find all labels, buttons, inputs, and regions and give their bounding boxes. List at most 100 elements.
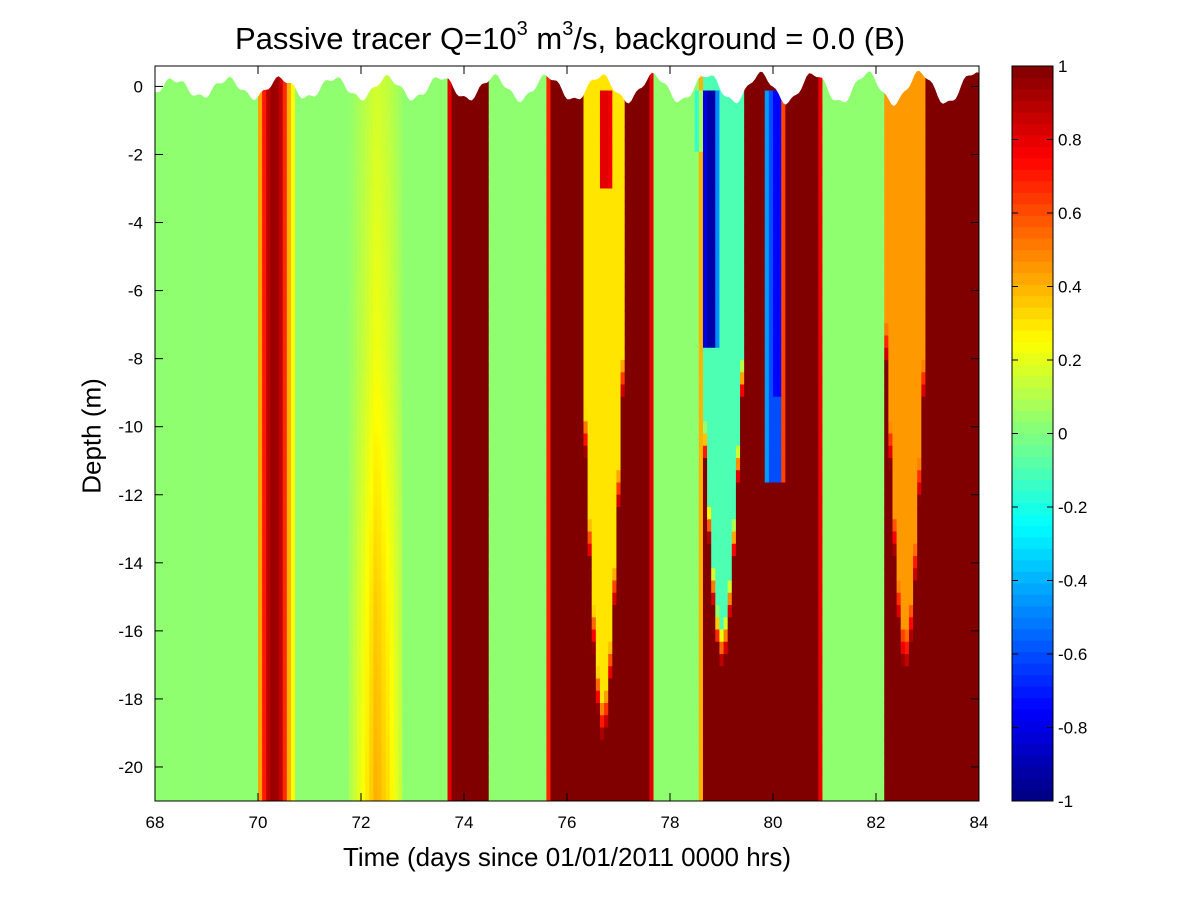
- heatmap-cell: [220, 580, 226, 594]
- heatmap-cell: [262, 139, 267, 153]
- heatmap-cell: [229, 237, 234, 251]
- heatmap-cell: [410, 115, 416, 128]
- heatmap-cell: [233, 396, 238, 410]
- heatmap-cell: [492, 200, 498, 214]
- heatmap-cell: [365, 641, 370, 655]
- heatmap-cell: [464, 666, 469, 680]
- heatmap-cell: [253, 482, 259, 496]
- heatmap-cell: [319, 409, 325, 422]
- heatmap-cell: [393, 90, 399, 104]
- heatmap-cell: [402, 458, 407, 471]
- heatmap-cell: [249, 311, 255, 324]
- heatmap-cell: [484, 176, 490, 190]
- heatmap-cell: [315, 605, 321, 618]
- heatmap-cell: [266, 494, 271, 508]
- heatmap-cell: [229, 249, 234, 263]
- heatmap-cell: [348, 200, 354, 214]
- heatmap-cell: [204, 433, 210, 447]
- heatmap-cell: [290, 396, 296, 410]
- heatmap-cell: [340, 580, 346, 594]
- heatmap-cell: [352, 311, 358, 324]
- heatmap-cell: [398, 556, 403, 569]
- heatmap-cell: [237, 580, 243, 594]
- heatmap-cell: [385, 580, 391, 594]
- heatmap-cell: [464, 592, 469, 606]
- heatmap-cell: [426, 568, 432, 582]
- heatmap-cell: [319, 580, 325, 594]
- heatmap-cell: [270, 543, 276, 557]
- heatmap-cell: [179, 127, 185, 141]
- heatmap-cell: [480, 262, 486, 275]
- heatmap-cell: [406, 396, 412, 410]
- heatmap-cell: [299, 629, 304, 643]
- heatmap-cell: [204, 654, 210, 667]
- heatmap-cell: [426, 703, 432, 716]
- heatmap-cell: [295, 703, 300, 716]
- heatmap-cell: [192, 519, 197, 533]
- heatmap-cell: [229, 347, 234, 361]
- heatmap-cell: [488, 139, 494, 153]
- heatmap-cell: [200, 715, 206, 729]
- heatmap-cell: [381, 139, 387, 153]
- heatmap-cell: [492, 78, 498, 92]
- heatmap-cell: [459, 556, 465, 569]
- heatmap-cell: [216, 90, 222, 104]
- heatmap-cell: [179, 592, 185, 606]
- heatmap-cell: [476, 580, 482, 594]
- heatmap-cell: [385, 519, 391, 533]
- heatmap-cell: [459, 421, 465, 435]
- heatmap-cell: [381, 764, 387, 778]
- heatmap-cell: [385, 127, 391, 141]
- heatmap-cell: [266, 200, 271, 214]
- heatmap-cell: [476, 396, 482, 410]
- heatmap-cell: [192, 666, 197, 680]
- heatmap-cell: [439, 433, 444, 447]
- heatmap-cell: [241, 703, 247, 716]
- heatmap-cell: [225, 298, 230, 312]
- heatmap-cell: [319, 237, 325, 251]
- heatmap-cell: [200, 703, 206, 716]
- heatmap-cell: [439, 617, 444, 631]
- heatmap-cell: [476, 249, 482, 263]
- heatmap-cell: [212, 666, 218, 680]
- heatmap-cell: [459, 274, 465, 288]
- heatmap-cell: [328, 225, 333, 239]
- heatmap-cell: [159, 470, 164, 484]
- heatmap-cell: [348, 752, 354, 765]
- heatmap-cell: [414, 666, 420, 680]
- heatmap-cell: [216, 286, 222, 300]
- heatmap-cell: [299, 360, 304, 373]
- heatmap-cell: [315, 543, 321, 557]
- heatmap-cell: [307, 556, 313, 569]
- heatmap-cell: [480, 200, 486, 214]
- heatmap-cell: [369, 384, 374, 398]
- heatmap-cell: [163, 568, 168, 582]
- heatmap-cell: [336, 592, 341, 606]
- heatmap-cell: [488, 482, 494, 496]
- heatmap-cell: [216, 249, 222, 263]
- heatmap-cell: [262, 421, 267, 435]
- heatmap-cell: [323, 396, 329, 410]
- heatmap-cell: [348, 127, 354, 141]
- heatmap-cell: [369, 200, 374, 214]
- heatmap-cell: [208, 176, 214, 190]
- heatmap-cell: [245, 519, 251, 533]
- heatmap-cell: [163, 127, 168, 141]
- heatmap-cell: [472, 752, 477, 765]
- heatmap-cell: [315, 384, 321, 398]
- heatmap-cell: [385, 764, 391, 778]
- heatmap-cell: [455, 347, 461, 361]
- heatmap-cell: [406, 568, 412, 582]
- heatmap-cell: [237, 470, 243, 484]
- heatmap-cell: [295, 298, 300, 312]
- heatmap-cell: [274, 78, 280, 92]
- heatmap-cell: [369, 556, 374, 569]
- heatmap-cell: [426, 629, 432, 643]
- heatmap-cell: [179, 102, 185, 116]
- heatmap-cell: [241, 225, 247, 239]
- heatmap-cell: [472, 151, 477, 165]
- heatmap-cell: [233, 727, 238, 741]
- heatmap-cell: [422, 788, 428, 801]
- heatmap-cell: [398, 629, 403, 643]
- heatmap-cell: [422, 458, 428, 471]
